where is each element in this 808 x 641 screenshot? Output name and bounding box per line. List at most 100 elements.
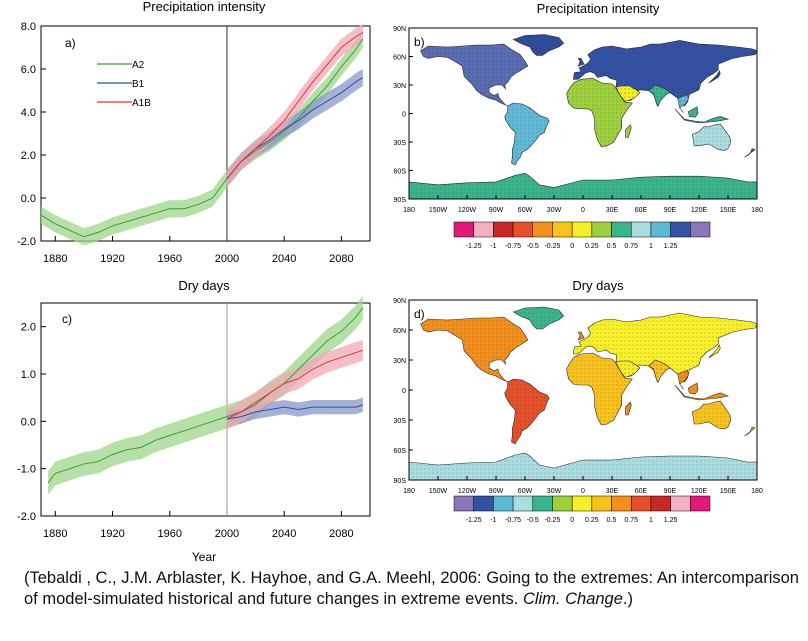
colorbar-swatch	[571, 221, 593, 238]
panel-a-label: a)	[65, 36, 76, 50]
lon-tick-label: 90E	[664, 488, 677, 495]
lon-tick-label: 150E	[720, 207, 737, 214]
stipple-southAmerica	[504, 379, 550, 444]
colorbar-label: 0	[570, 243, 574, 250]
colorbar-swatch	[473, 221, 494, 238]
colorbar-label: 1.25	[664, 243, 678, 250]
stipple-arabia	[615, 86, 640, 102]
series-band-a2	[48, 295, 363, 495]
stipple-greenland	[513, 34, 564, 56]
landmass-indonesia	[674, 384, 730, 401]
panel-a-title: Precipitation intensity	[143, 0, 266, 14]
stipple-newZealand	[744, 427, 756, 436]
stipple-greenland	[513, 307, 564, 329]
colorbar-swatch	[591, 221, 612, 238]
lon-tick-label: 180	[751, 207, 763, 214]
lon-tick-label: 180	[403, 488, 415, 495]
colorbar-swatch	[512, 495, 534, 512]
stipple-antarctica	[409, 173, 757, 199]
y-tick-label: -1.0	[17, 464, 36, 476]
colorbar-label: 1	[649, 517, 653, 524]
stipple-britain	[578, 332, 584, 340]
stipple-indonesia	[674, 385, 728, 400]
colorbar-label: 0.75	[624, 243, 638, 250]
x-tick-label: 2040	[272, 528, 296, 540]
lat-tick-label: 30S	[394, 140, 407, 147]
x-tick-label: 2000	[215, 253, 239, 265]
legend-label-b1: B1	[132, 79, 145, 90]
lon-tick-label: 150E	[720, 488, 737, 495]
lon-tick-label: 90W	[489, 207, 504, 214]
series-line-a2	[47, 307, 364, 484]
y-tick-label: 2.0	[21, 322, 36, 334]
colorbar-swatch	[670, 495, 691, 512]
x-tick-label: 2000	[215, 528, 239, 540]
stipple-arabia	[615, 361, 640, 377]
colorbar-label: -0.75	[505, 243, 521, 250]
caption-text: (Tebaldi , C., J.M. Arblaster, K. Hayhoe…	[24, 569, 799, 608]
x-tick-label: 1960	[157, 528, 181, 540]
map-area	[409, 306, 757, 480]
plot-frame	[40, 302, 371, 517]
lat-tick-label: 60N	[393, 55, 406, 62]
stipple-seAsia	[677, 94, 689, 113]
stipple-india	[648, 360, 670, 382]
colorbar-label: -0.25	[544, 517, 560, 524]
y-tick-label: 4.0	[21, 107, 36, 119]
colorbar-swatch	[630, 495, 652, 512]
x-tick-label: 2080	[329, 528, 353, 540]
lon-tick-label: 180	[403, 207, 415, 214]
y-tick-label: 6.0	[21, 64, 36, 76]
lon-tick-label: 120E	[691, 207, 708, 214]
lon-tick-label: 90W	[489, 488, 504, 495]
caption-journal: Clim. Change	[522, 590, 623, 608]
colorbar-label: 0	[570, 517, 574, 524]
colorbar-swatch	[650, 495, 671, 512]
stipple-antarctica	[409, 453, 757, 480]
y-tick-label: -2.0	[17, 511, 36, 523]
colorbar-swatch	[591, 495, 612, 512]
lon-tick-label: 0	[581, 207, 585, 214]
colorbar-swatch	[552, 495, 573, 512]
figure: Precipitation intensity a) -2.0 0.0 2.0 4.0…	[17, 0, 763, 564]
colorbar-label: 0.5	[607, 243, 617, 250]
lat-tick-label: 60S	[394, 448, 407, 455]
legend-label-a2: A2	[132, 60, 145, 71]
y-tick-label: 1.0	[21, 369, 36, 381]
stipple-indonesia	[674, 108, 728, 123]
colorbar-label: -1	[490, 243, 496, 250]
series-line-a1b	[226, 32, 364, 179]
lat-tick-label: 30S	[394, 418, 407, 425]
landmass-indonesia	[674, 108, 730, 124]
stipple-australia	[692, 401, 731, 429]
stipple-japan	[708, 70, 721, 84]
colorbar-swatch	[493, 495, 514, 512]
x-tick-label: 1920	[100, 528, 124, 540]
stipple-japan	[708, 345, 721, 358]
colorbar-label: -1	[490, 517, 496, 524]
lon-tick-label: 150W	[429, 207, 448, 214]
lat-tick-label: 90S	[394, 197, 407, 204]
stipple-africa	[566, 353, 633, 425]
y-tick-label: 0.0	[21, 193, 36, 205]
lat-tick-label: 60S	[394, 169, 407, 176]
series-band-a2	[41, 30, 363, 246]
colorbar-label: -1.25	[466, 243, 482, 250]
stipple-northAmerica	[420, 317, 528, 382]
colorbar-label: -0.5	[527, 243, 539, 250]
panel-c-line-chart: Dry days c) Year -2.0 -1.0 0.0 1.0 2.0 1880 19…	[17, 278, 371, 564]
panel-d-title: Dry days	[572, 278, 624, 293]
colorbar-swatch	[650, 221, 671, 238]
lon-tick-label: 0	[581, 488, 585, 495]
panel-b-title: Precipitation intensity	[537, 1, 660, 16]
x-tick-label: 1880	[43, 528, 67, 540]
stipple-africa	[566, 78, 633, 147]
land-masses	[409, 306, 757, 480]
lon-tick-label: 30W	[547, 488, 562, 495]
colorbar-swatch	[690, 221, 711, 238]
colorbar-swatch	[670, 221, 691, 238]
lon-tick-label: 30E	[606, 488, 619, 495]
x-tick-label: 1960	[157, 253, 181, 265]
stipple-newZealand	[744, 148, 756, 158]
colorbar-swatch	[690, 495, 711, 512]
